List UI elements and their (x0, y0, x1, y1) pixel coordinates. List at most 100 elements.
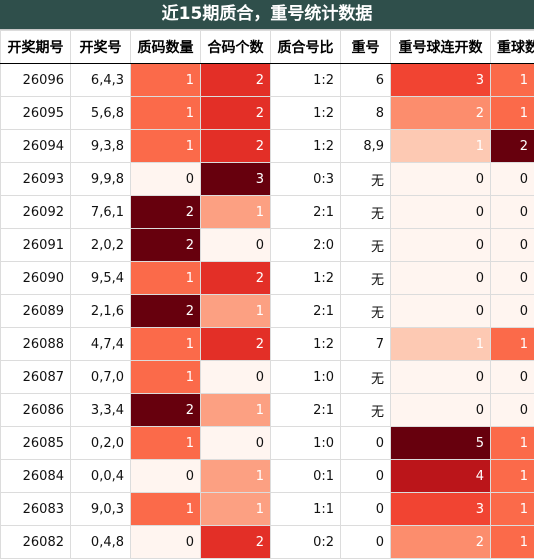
cell-numbers: 7,6,1 (71, 196, 131, 229)
cell-ratio: 1:2 (271, 97, 341, 130)
cell-composite-count: 1 (201, 493, 271, 526)
cell-prime-count: 2 (131, 196, 201, 229)
cell-numbers: 2,0,2 (71, 229, 131, 262)
cell-period: 26089 (1, 295, 71, 328)
cell-ratio: 1:2 (271, 328, 341, 361)
cell-ratio: 0:3 (271, 163, 341, 196)
cell-prime-count: 1 (131, 493, 201, 526)
cell-repeat-balls: 0 (491, 361, 534, 394)
cell-numbers: 0,2,0 (71, 427, 131, 460)
cell-ratio: 0:2 (271, 526, 341, 559)
cell-composite-count: 3 (201, 163, 271, 196)
cell-repeat-streak: 3 (391, 493, 491, 526)
cell-prime-count: 0 (131, 163, 201, 196)
cell-repeat-streak: 0 (391, 163, 491, 196)
cell-composite-count: 1 (201, 196, 271, 229)
cell-prime-count: 1 (131, 427, 201, 460)
cell-period: 26085 (1, 427, 71, 460)
cell-repeat-streak: 2 (391, 526, 491, 559)
cell-period: 26091 (1, 229, 71, 262)
cell-prime-count: 1 (131, 130, 201, 163)
cell-ratio: 2:1 (271, 196, 341, 229)
cell-composite-count: 1 (201, 295, 271, 328)
header-row: 开奖期号 开奖号 质码数量 合码个数 质合号比 重号 重号球连开数 重球数 (1, 31, 534, 64)
cell-repeat: 8 (341, 97, 391, 130)
cell-repeat-streak: 0 (391, 394, 491, 427)
cell-repeat-balls: 2 (491, 130, 534, 163)
cell-prime-count: 2 (131, 394, 201, 427)
cell-composite-count: 2 (201, 262, 271, 295)
col-header-ratio: 质合号比 (271, 31, 341, 64)
cell-repeat-streak: 0 (391, 295, 491, 328)
cell-period: 26093 (1, 163, 71, 196)
cell-repeat-balls: 0 (491, 262, 534, 295)
cell-prime-count: 0 (131, 460, 201, 493)
col-header-repeat-streak: 重号球连开数 (391, 31, 491, 64)
cell-period: 26086 (1, 394, 71, 427)
cell-ratio: 1:0 (271, 427, 341, 460)
cell-repeat: 0 (341, 526, 391, 559)
cell-numbers: 4,7,4 (71, 328, 131, 361)
cell-ratio: 1:2 (271, 262, 341, 295)
col-header-prime-count: 质码数量 (131, 31, 201, 64)
cell-composite-count: 2 (201, 64, 271, 97)
cell-repeat: 无 (341, 229, 391, 262)
cell-period: 26096 (1, 64, 71, 97)
cell-prime-count: 1 (131, 328, 201, 361)
cell-repeat-streak: 1 (391, 328, 491, 361)
cell-repeat-balls: 1 (491, 97, 534, 130)
cell-repeat-streak: 5 (391, 427, 491, 460)
cell-repeat: 6 (341, 64, 391, 97)
cell-repeat-balls: 0 (491, 229, 534, 262)
cell-period: 26084 (1, 460, 71, 493)
cell-prime-count: 1 (131, 64, 201, 97)
cell-numbers: 3,3,4 (71, 394, 131, 427)
cell-repeat: 无 (341, 163, 391, 196)
cell-ratio: 2:1 (271, 295, 341, 328)
cell-prime-count: 0 (131, 526, 201, 559)
cell-composite-count: 2 (201, 130, 271, 163)
cell-prime-count: 1 (131, 97, 201, 130)
col-header-repeat: 重号 (341, 31, 391, 64)
cell-period: 26082 (1, 526, 71, 559)
cell-period: 26087 (1, 361, 71, 394)
cell-composite-count: 0 (201, 229, 271, 262)
cell-period: 26092 (1, 196, 71, 229)
cell-ratio: 2:1 (271, 394, 341, 427)
cell-composite-count: 0 (201, 361, 271, 394)
cell-period: 26094 (1, 130, 71, 163)
cell-composite-count: 2 (201, 328, 271, 361)
cell-prime-count: 1 (131, 262, 201, 295)
cell-numbers: 9,5,4 (71, 262, 131, 295)
cell-repeat: 7 (341, 328, 391, 361)
cell-repeat-streak: 1 (391, 130, 491, 163)
cell-repeat: 8,9 (341, 130, 391, 163)
cell-repeat-balls: 1 (491, 328, 534, 361)
cell-ratio: 2:0 (271, 229, 341, 262)
cell-repeat-streak: 0 (391, 196, 491, 229)
cell-numbers: 6,4,3 (71, 64, 131, 97)
cell-repeat-streak: 2 (391, 97, 491, 130)
cell-repeat-streak: 4 (391, 460, 491, 493)
cell-repeat: 0 (341, 493, 391, 526)
cell-composite-count: 1 (201, 394, 271, 427)
col-header-composite-count: 合码个数 (201, 31, 271, 64)
cell-numbers: 0,4,8 (71, 526, 131, 559)
cell-numbers: 9,3,8 (71, 130, 131, 163)
cell-numbers: 2,1,6 (71, 295, 131, 328)
cell-repeat: 0 (341, 460, 391, 493)
cell-repeat: 无 (341, 394, 391, 427)
cell-period: 26088 (1, 328, 71, 361)
cell-repeat-balls: 1 (491, 493, 534, 526)
